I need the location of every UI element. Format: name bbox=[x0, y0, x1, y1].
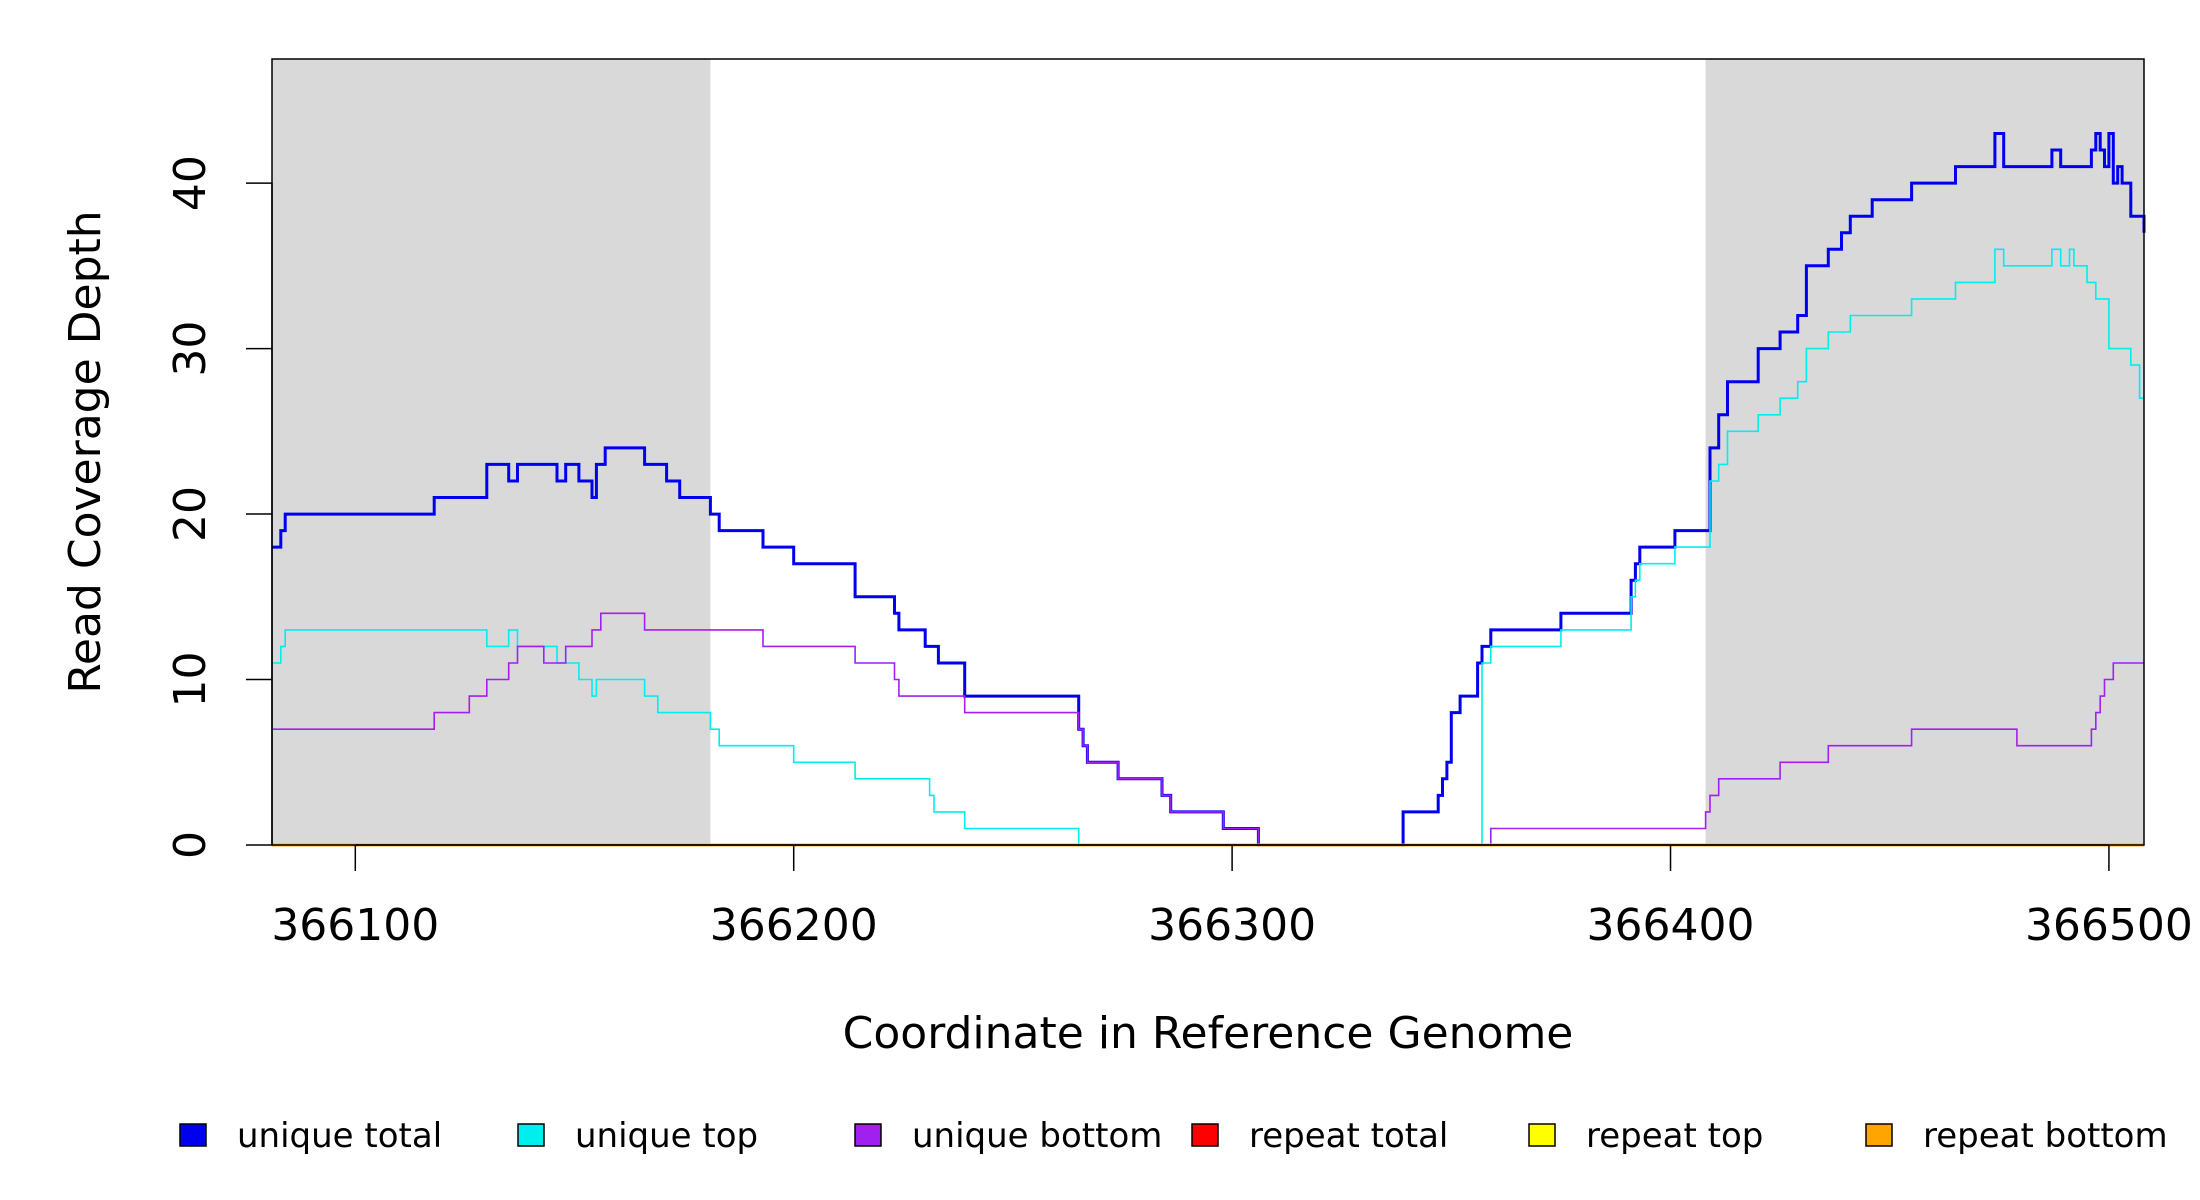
legend-label: unique bottom bbox=[912, 1116, 1162, 1156]
shaded-region-2 bbox=[1705, 59, 2144, 845]
legend: unique total unique top unique bottom repea… bbox=[179, 1116, 2168, 1156]
x-tick-label: 366400 bbox=[1587, 900, 1755, 951]
legend-item-unique-top: unique top bbox=[517, 1116, 758, 1156]
x-tick-label: 366300 bbox=[1148, 900, 1316, 951]
legend-swatch bbox=[517, 1123, 545, 1147]
x-axis-title: Coordinate in Reference Genome bbox=[843, 1008, 1574, 1059]
legend-label: repeat top bbox=[1586, 1116, 1763, 1156]
legend-item-unique-total: unique total bbox=[179, 1116, 442, 1156]
legend-item-repeat-total: repeat total bbox=[1191, 1116, 1448, 1156]
legend-item-repeat-bottom: repeat bottom bbox=[1865, 1116, 2168, 1156]
legend-item-repeat-top: repeat top bbox=[1528, 1116, 1763, 1156]
axes: 366100 366200 366300 366400 366500 0 10 20 30 40 bbox=[165, 155, 2193, 951]
legend-label: unique total bbox=[237, 1116, 442, 1156]
legend-swatch bbox=[854, 1123, 882, 1147]
legend-label: repeat total bbox=[1249, 1116, 1448, 1156]
x-tick-label: 366200 bbox=[710, 900, 878, 951]
y-tick-label: 10 bbox=[165, 652, 216, 708]
legend-label: unique top bbox=[575, 1116, 758, 1156]
legend-swatch bbox=[1191, 1123, 1219, 1147]
shaded-regions bbox=[272, 59, 2144, 845]
series-unique-total bbox=[272, 132, 2146, 847]
x-tick-label: 366500 bbox=[2025, 900, 2193, 951]
y-tick-label: 40 bbox=[165, 155, 216, 211]
legend-swatch bbox=[1528, 1123, 1556, 1147]
legend-label: repeat bottom bbox=[1923, 1116, 2168, 1156]
shaded-region-1 bbox=[272, 59, 711, 845]
legend-swatch bbox=[179, 1123, 207, 1147]
legend-item-unique-bottom: unique bottom bbox=[854, 1116, 1162, 1156]
y-tick-label: 0 bbox=[165, 831, 216, 859]
series-unique-top bbox=[272, 248, 2144, 846]
y-axis-title: Read Coverage Depth bbox=[60, 210, 111, 693]
legend-swatch bbox=[1865, 1123, 1893, 1147]
y-tick-label: 30 bbox=[165, 321, 216, 377]
x-tick-label: 366100 bbox=[271, 900, 439, 951]
y-tick-label: 20 bbox=[165, 486, 216, 542]
series-unique-bottom bbox=[272, 612, 2144, 846]
